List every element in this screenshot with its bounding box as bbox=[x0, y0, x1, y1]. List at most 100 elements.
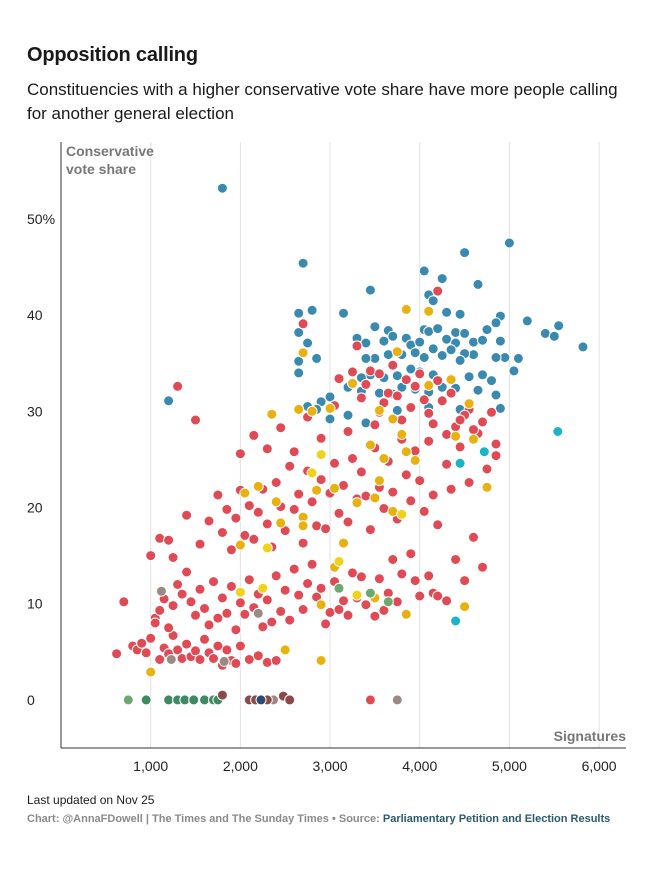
data-point-snp[interactable] bbox=[234, 586, 246, 598]
data-point-labour[interactable] bbox=[234, 597, 246, 609]
data-point-conservative[interactable] bbox=[459, 327, 471, 339]
data-point-liberal-democrat[interactable] bbox=[351, 497, 363, 509]
data-point-labour[interactable] bbox=[172, 380, 184, 392]
data-point-conservative[interactable] bbox=[360, 352, 372, 364]
data-point-labour[interactable] bbox=[468, 531, 479, 543]
data-point-labour[interactable] bbox=[364, 365, 376, 377]
data-point-conservative[interactable] bbox=[414, 336, 426, 348]
data-point-conservative[interactable] bbox=[324, 413, 336, 425]
data-point-labour[interactable] bbox=[342, 516, 354, 528]
data-point-labour[interactable] bbox=[302, 578, 314, 589]
data-point-labour[interactable] bbox=[351, 340, 363, 352]
data-point-labour[interactable] bbox=[270, 655, 282, 666]
data-point-liberal-democrat[interactable] bbox=[423, 379, 435, 391]
data-point-snp[interactable] bbox=[261, 542, 273, 554]
data-point-other[interactable] bbox=[391, 694, 403, 706]
data-point-labour[interactable] bbox=[432, 590, 444, 602]
data-point-green[interactable] bbox=[333, 582, 345, 594]
data-point-conservative[interactable] bbox=[427, 343, 439, 355]
data-point-conservative[interactable] bbox=[436, 273, 448, 285]
data-point-green[interactable] bbox=[122, 694, 134, 706]
data-point-liberal-democrat[interactable] bbox=[373, 475, 385, 487]
data-point-snp[interactable] bbox=[306, 467, 318, 479]
data-point-labour[interactable] bbox=[468, 424, 479, 436]
data-point-liberal-democrat[interactable] bbox=[311, 484, 323, 496]
data-point-liberal-democrat[interactable] bbox=[275, 517, 287, 529]
data-point-labour[interactable] bbox=[221, 607, 233, 619]
data-point-labour[interactable] bbox=[225, 544, 237, 556]
data-point-labour[interactable] bbox=[409, 575, 421, 587]
data-point-liberal-democrat[interactable] bbox=[387, 505, 399, 517]
data-point-conservative[interactable] bbox=[387, 330, 399, 342]
data-point-labour[interactable] bbox=[347, 366, 358, 378]
data-point-labour[interactable] bbox=[297, 537, 309, 549]
data-point-labour[interactable] bbox=[194, 654, 206, 665]
data-point-labour[interactable] bbox=[391, 390, 403, 402]
data-point-labour[interactable] bbox=[239, 608, 251, 620]
data-point-other[interactable] bbox=[252, 607, 264, 619]
data-point-independent[interactable] bbox=[450, 615, 462, 627]
data-point-conservative[interactable] bbox=[490, 317, 502, 329]
data-point-labour[interactable] bbox=[145, 632, 157, 644]
data-point-conservative[interactable] bbox=[477, 369, 488, 381]
data-point-labour[interactable] bbox=[275, 605, 287, 617]
data-point-conservative[interactable] bbox=[297, 257, 309, 269]
data-point-conservative[interactable] bbox=[450, 327, 462, 338]
data-point-green[interactable] bbox=[364, 587, 376, 599]
data-point-labour[interactable] bbox=[190, 414, 201, 426]
data-point-liberal-democrat[interactable] bbox=[400, 303, 412, 315]
data-point-conservative[interactable] bbox=[338, 307, 349, 319]
data-point-labour[interactable] bbox=[203, 515, 215, 527]
data-point-labour[interactable] bbox=[216, 527, 228, 538]
data-point-conservative[interactable] bbox=[472, 384, 484, 396]
data-point-labour[interactable] bbox=[185, 596, 197, 608]
data-point-conservative[interactable] bbox=[293, 307, 305, 319]
data-point-liberal-democrat[interactable] bbox=[347, 377, 358, 389]
data-point-labour[interactable] bbox=[118, 596, 130, 608]
data-point-snp[interactable] bbox=[351, 589, 363, 601]
data-point-labour[interactable] bbox=[172, 644, 184, 656]
data-point-labour[interactable] bbox=[154, 654, 166, 665]
data-point-liberal-democrat[interactable] bbox=[270, 496, 282, 508]
data-point-liberal-democrat[interactable] bbox=[373, 404, 385, 416]
data-point-conservative[interactable] bbox=[382, 349, 394, 361]
data-point-conservative[interactable] bbox=[486, 375, 497, 387]
data-point-conservative[interactable] bbox=[216, 182, 228, 194]
data-point-plaid-cymru[interactable] bbox=[188, 694, 200, 706]
data-point-labour[interactable] bbox=[199, 633, 210, 645]
data-point-labour[interactable] bbox=[181, 509, 193, 521]
data-point-labour[interactable] bbox=[230, 624, 242, 636]
data-point-labour[interactable] bbox=[378, 604, 390, 616]
data-point-labour[interactable] bbox=[181, 638, 193, 650]
data-point-conservative[interactable] bbox=[306, 304, 318, 316]
data-point-labour[interactable] bbox=[481, 463, 493, 475]
data-point-labour[interactable] bbox=[194, 538, 206, 550]
data-point-labour[interactable] bbox=[140, 647, 152, 659]
data-point-labour[interactable] bbox=[149, 617, 161, 629]
data-point-labour[interactable] bbox=[167, 552, 179, 563]
data-point-labour[interactable] bbox=[225, 580, 237, 592]
data-point-labour[interactable] bbox=[248, 429, 260, 441]
data-point-liberal-democrat[interactable] bbox=[391, 346, 403, 358]
data-point-snp[interactable] bbox=[315, 449, 327, 461]
data-point-labour[interactable] bbox=[190, 645, 201, 657]
data-point-labour[interactable] bbox=[338, 595, 349, 607]
data-point-plaid-cymru[interactable] bbox=[140, 694, 152, 706]
data-point-liberal-democrat[interactable] bbox=[378, 453, 390, 464]
data-point-conservative[interactable] bbox=[481, 324, 493, 336]
data-point-conservative[interactable] bbox=[369, 321, 381, 333]
data-point-liberal-democrat[interactable] bbox=[297, 520, 309, 532]
data-point-labour[interactable] bbox=[154, 532, 166, 544]
data-point-labour[interactable] bbox=[208, 576, 219, 588]
data-point-labour[interactable] bbox=[212, 489, 224, 501]
data-point-labour[interactable] bbox=[405, 402, 417, 413]
data-point-labour[interactable] bbox=[373, 368, 385, 380]
data-point-labour[interactable] bbox=[414, 590, 426, 602]
data-point-conservative[interactable] bbox=[463, 371, 475, 383]
data-point-conservative[interactable] bbox=[342, 409, 354, 421]
data-point-labour[interactable] bbox=[261, 443, 273, 455]
data-point-labour[interactable] bbox=[400, 374, 412, 386]
data-point-labour[interactable] bbox=[396, 414, 408, 426]
data-point-labour[interactable] bbox=[427, 418, 439, 430]
data-point-labour[interactable] bbox=[212, 640, 224, 652]
